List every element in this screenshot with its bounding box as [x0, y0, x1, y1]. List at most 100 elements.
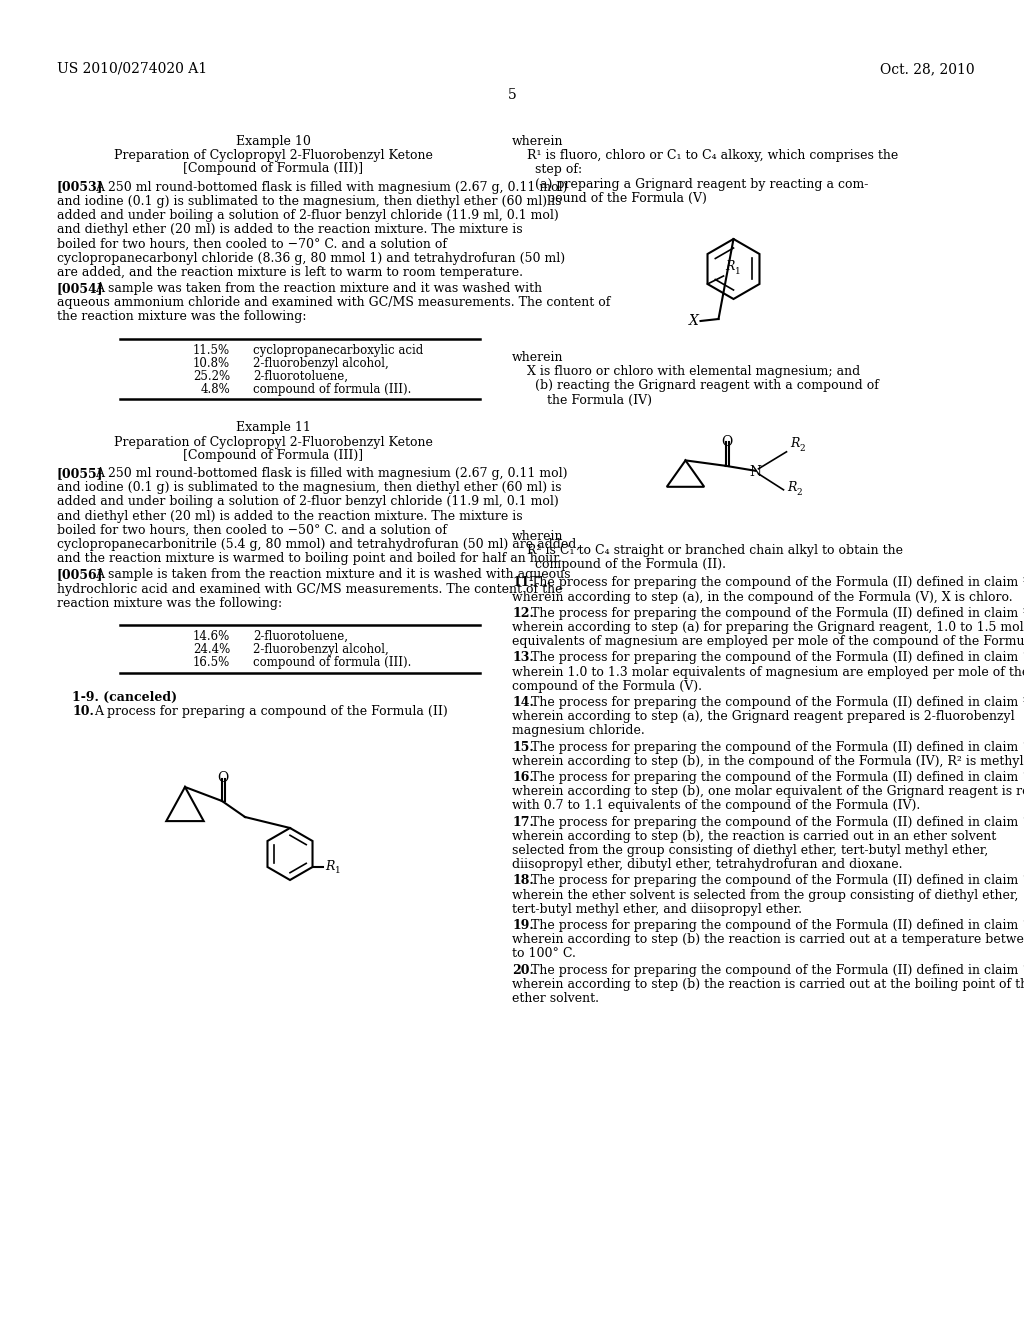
Text: wherein: wherein: [512, 529, 563, 543]
Text: hydrochloric acid and examined with GC/MS measurements. The content of the: hydrochloric acid and examined with GC/M…: [57, 582, 562, 595]
Text: wherein according to step (a) for preparing the Grignard reagent, 1.0 to 1.5 mol: wherein according to step (a) for prepar…: [512, 620, 1024, 634]
Text: wherein: wherein: [512, 135, 563, 148]
Text: wherein 1.0 to 1.3 molar equivalents of magnesium are employed per mole of the: wherein 1.0 to 1.3 molar equivalents of …: [512, 665, 1024, 678]
Text: and iodine (0.1 g) is sublimated to the magnesium, then diethyl ether (60 ml) is: and iodine (0.1 g) is sublimated to the …: [57, 195, 561, 207]
Text: R² is C₁ to C₄ straight or branched chain alkyl to obtain the: R² is C₁ to C₄ straight or branched chai…: [527, 544, 903, 557]
Text: wherein according to step (b), one molar equivalent of the Grignard reagent is r: wherein according to step (b), one molar…: [512, 785, 1024, 799]
Text: The process for preparing the compound of the Formula (II) defined in claim 10: The process for preparing the compound o…: [531, 964, 1024, 977]
Text: R¹ is fluoro, chloro or C₁ to C₄ alkoxy, which comprises the: R¹ is fluoro, chloro or C₁ to C₄ alkoxy,…: [527, 149, 898, 162]
Text: 16.5%: 16.5%: [193, 656, 230, 669]
Text: and the reaction mixture is warmed to boiling point and boiled for half an hour.: and the reaction mixture is warmed to bo…: [57, 552, 562, 565]
Text: R: R: [326, 859, 335, 873]
Text: aqueous ammonium chloride and examined with GC/MS measurements. The content of: aqueous ammonium chloride and examined w…: [57, 296, 610, 309]
Text: 18.: 18.: [512, 874, 534, 887]
Text: cyclopropanecarbonyl chloride (8.36 g, 80 mmol 1) and tetrahydrofuran (50 ml): cyclopropanecarbonyl chloride (8.36 g, 8…: [57, 252, 565, 264]
Text: cyclopropanecarbonitrile (5.4 g, 80 mmol) and tetrahydrofuran (50 ml) are added,: cyclopropanecarbonitrile (5.4 g, 80 mmol…: [57, 539, 581, 550]
Text: tert-butyl methyl ether, and diisopropyl ether.: tert-butyl methyl ether, and diisopropyl…: [512, 903, 802, 916]
Text: The process for preparing the compound of the Formula (II) defined in claim 17: The process for preparing the compound o…: [531, 874, 1024, 887]
Text: A sample was taken from the reaction mixture and it was washed with: A sample was taken from the reaction mix…: [95, 282, 543, 294]
Text: [0053]: [0053]: [57, 181, 103, 194]
Text: 13.: 13.: [512, 651, 534, 664]
Text: and diethyl ether (20 ml) is added to the reaction mixture. The mixture is: and diethyl ether (20 ml) is added to th…: [57, 510, 522, 523]
Text: wherein the ether solvent is selected from the group consisting of diethyl ether: wherein the ether solvent is selected fr…: [512, 888, 1019, 902]
Text: compound of formula (III).: compound of formula (III).: [253, 656, 412, 669]
Text: 11.5%: 11.5%: [193, 343, 230, 356]
Text: A process for preparing a compound of the Formula (II): A process for preparing a compound of th…: [94, 705, 447, 718]
Text: added and under boiling a solution of 2-fluor benzyl chloride (11.9 ml, 0.1 mol): added and under boiling a solution of 2-…: [57, 495, 559, 508]
Text: 17.: 17.: [512, 816, 534, 829]
Text: wherein according to step (b) the reaction is carried out at the boiling point o: wherein according to step (b) the reacti…: [512, 978, 1024, 991]
Text: (a) preparing a Grignard reagent by reacting a com-: (a) preparing a Grignard reagent by reac…: [535, 178, 868, 190]
Text: The process for preparing the compound of the Formula (II) defined in claim ¹: The process for preparing the compound o…: [531, 577, 1024, 590]
Text: wherein according to step (b), in the compound of the Formula (IV), R² is methyl: wherein according to step (b), in the co…: [512, 755, 1024, 768]
Text: 2-fluorobenzyl alcohol,: 2-fluorobenzyl alcohol,: [253, 643, 389, 656]
Text: equivalents of magnesium are employed per mole of the compound of the Formula (V: equivalents of magnesium are employed pe…: [512, 635, 1024, 648]
Text: [Compound of Formula (III)]: [Compound of Formula (III)]: [183, 449, 364, 462]
Text: to 100° C.: to 100° C.: [512, 948, 575, 961]
Text: 15.: 15.: [512, 741, 534, 754]
Text: R: R: [787, 482, 797, 494]
Text: added and under boiling a solution of 2-fluor benzyl chloride (11.9 ml, 0.1 mol): added and under boiling a solution of 2-…: [57, 209, 559, 222]
Text: The process for preparing the compound of the Formula (II) defined in claim 10: The process for preparing the compound o…: [531, 816, 1024, 829]
Text: diisopropyl ether, dibutyl ether, tetrahydrofuran and dioxane.: diisopropyl ether, dibutyl ether, tetrah…: [512, 858, 902, 871]
Text: 19.: 19.: [512, 919, 534, 932]
Text: [0054]: [0054]: [57, 282, 103, 294]
Text: A 250 ml round-bottomed flask is filled with magnesium (2.67 g, 0.11 mol): A 250 ml round-bottomed flask is filled …: [95, 467, 568, 480]
Text: The process for preparing the compound of the Formula (II) defined in claim 12: The process for preparing the compound o…: [531, 651, 1024, 664]
Text: Preparation of Cyclopropyl 2-Fluorobenzyl Ketone: Preparation of Cyclopropyl 2-Fluorobenzy…: [114, 436, 433, 449]
Text: 4.8%: 4.8%: [201, 383, 230, 396]
Text: R: R: [726, 260, 735, 272]
Text: 25.2%: 25.2%: [193, 370, 230, 383]
Text: The process for preparing the compound of the Formula (II) defined in claim ¹: The process for preparing the compound o…: [531, 607, 1024, 620]
Text: cyclopropanecarboxylic acid: cyclopropanecarboxylic acid: [253, 343, 423, 356]
Text: 1: 1: [335, 866, 340, 875]
Text: [Compound of Formula (III)]: [Compound of Formula (III)]: [183, 162, 364, 176]
Text: [0055]: [0055]: [57, 467, 103, 480]
Text: US 2010/0274020 A1: US 2010/0274020 A1: [57, 62, 207, 77]
Text: Example 10: Example 10: [237, 135, 311, 148]
Text: X is fluoro or chloro with elemental magnesium; and: X is fluoro or chloro with elemental mag…: [527, 366, 860, 379]
Text: ether solvent.: ether solvent.: [512, 993, 599, 1005]
Text: 2: 2: [797, 488, 802, 498]
Text: A sample is taken from the reaction mixture and it is washed with aqueous: A sample is taken from the reaction mixt…: [95, 569, 571, 581]
Text: 14.: 14.: [512, 696, 534, 709]
Text: [0056]: [0056]: [57, 569, 103, 581]
Text: wherein according to step (b) the reaction is carried out at a temperature betwe: wherein according to step (b) the reacti…: [512, 933, 1024, 946]
Text: wherein according to step (a), the Grignard reagent prepared is 2-fluorobenzyl: wherein according to step (a), the Grign…: [512, 710, 1015, 723]
Text: compound of formula (III).: compound of formula (III).: [253, 383, 412, 396]
Text: compound of the Formula (V).: compound of the Formula (V).: [512, 680, 702, 693]
Text: 12.: 12.: [512, 607, 534, 620]
Text: compound of the Formula (II).: compound of the Formula (II).: [535, 558, 726, 572]
Text: (b) reacting the Grignard reagent with a compound of: (b) reacting the Grignard reagent with a…: [535, 379, 879, 392]
Text: are added, and the reaction mixture is left to warm to room temperature.: are added, and the reaction mixture is l…: [57, 265, 523, 279]
Text: wherein: wherein: [512, 351, 563, 364]
Text: The process for preparing the compound of the Formula (II) defined in claim 10: The process for preparing the compound o…: [531, 741, 1024, 754]
Text: 2-fluorotoluene,: 2-fluorotoluene,: [253, 370, 348, 383]
Text: The process for preparing the compound of the Formula (II) defined in claim 10: The process for preparing the compound o…: [531, 771, 1024, 784]
Text: the reaction mixture was the following:: the reaction mixture was the following:: [57, 310, 306, 323]
Text: 2: 2: [800, 445, 805, 453]
Text: and diethyl ether (20 ml) is added to the reaction mixture. The mixture is: and diethyl ether (20 ml) is added to th…: [57, 223, 522, 236]
Text: Oct. 28, 2010: Oct. 28, 2010: [881, 62, 975, 77]
Text: and iodine (0.1 g) is sublimated to the magnesium, then diethyl ether (60 ml) is: and iodine (0.1 g) is sublimated to the …: [57, 482, 561, 494]
Text: 16.: 16.: [512, 771, 534, 784]
Text: X: X: [688, 314, 698, 327]
Text: wherein according to step (a), in the compound of the Formula (V), X is chloro.: wherein according to step (a), in the co…: [512, 590, 1013, 603]
Text: reaction mixture was the following:: reaction mixture was the following:: [57, 597, 283, 610]
Text: the Formula (IV): the Formula (IV): [547, 393, 652, 407]
Text: 10.8%: 10.8%: [193, 356, 230, 370]
Text: 5: 5: [508, 88, 516, 102]
Text: step of:: step of:: [535, 164, 582, 177]
Text: 11.: 11.: [512, 577, 534, 590]
Text: boiled for two hours, then cooled to −70° C. and a solution of: boiled for two hours, then cooled to −70…: [57, 238, 447, 251]
Text: N: N: [750, 465, 762, 479]
Text: O: O: [721, 434, 732, 449]
Text: O: O: [217, 771, 228, 785]
Text: 14.6%: 14.6%: [193, 630, 230, 643]
Text: 1: 1: [734, 267, 740, 276]
Text: The process for preparing the compound of the Formula (II) defined in claim 10: The process for preparing the compound o…: [531, 919, 1024, 932]
Text: 2-fluorotoluene,: 2-fluorotoluene,: [253, 630, 348, 643]
Text: pound of the Formula (V): pound of the Formula (V): [547, 191, 707, 205]
Text: R: R: [791, 437, 800, 450]
Text: magnesium chloride.: magnesium chloride.: [512, 725, 645, 738]
